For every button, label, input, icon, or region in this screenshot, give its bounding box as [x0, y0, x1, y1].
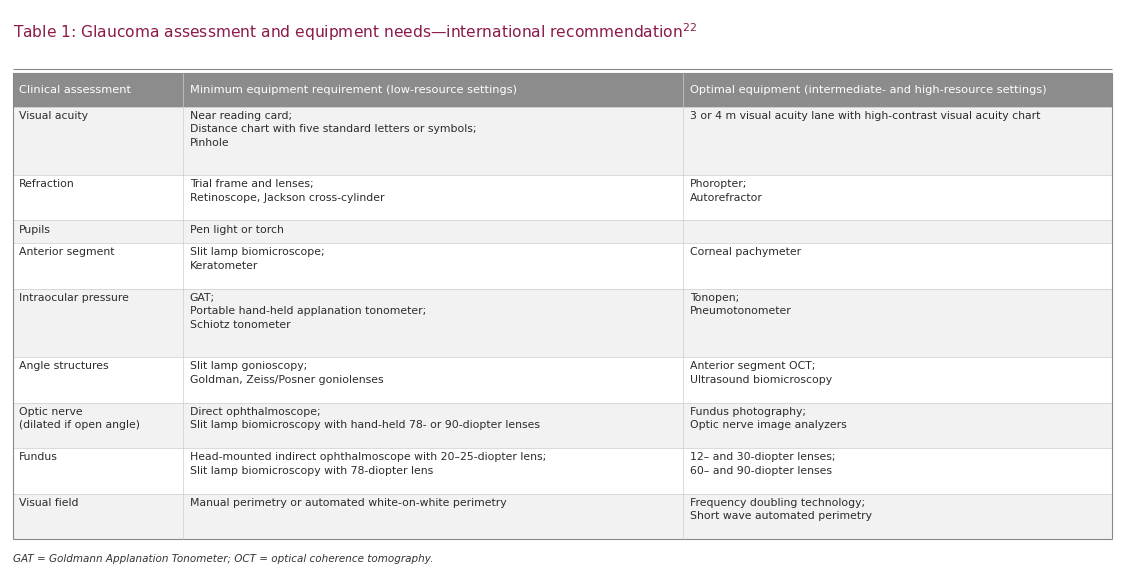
Bar — [13, 73, 1112, 107]
Text: 3 or 4 m visual acuity lane with high-contrast visual acuity chart: 3 or 4 m visual acuity lane with high-co… — [690, 110, 1041, 121]
Bar — [13, 357, 1112, 403]
Text: Fundus photography;
Optic nerve image analyzers: Fundus photography; Optic nerve image an… — [690, 407, 847, 430]
Text: Tonopen;
Pneumotonometer: Tonopen; Pneumotonometer — [690, 293, 791, 316]
Text: Near reading card;
Distance chart with five standard letters or symbols;
Pinhole: Near reading card; Distance chart with f… — [189, 110, 477, 148]
Bar — [13, 448, 1112, 494]
Text: Slit lamp biomicroscope;
Keratometer: Slit lamp biomicroscope; Keratometer — [189, 247, 325, 271]
Bar — [13, 175, 1112, 220]
Text: Pupils: Pupils — [19, 224, 51, 235]
Text: Fundus: Fundus — [19, 452, 58, 462]
Text: Anterior segment: Anterior segment — [19, 247, 115, 257]
Text: Corneal pachymeter: Corneal pachymeter — [690, 247, 801, 257]
Bar — [13, 107, 1112, 175]
Text: Phoropter;
Autorefractor: Phoropter; Autorefractor — [690, 179, 763, 202]
Text: Visual acuity: Visual acuity — [19, 110, 88, 121]
Text: Optimal equipment (intermediate- and high-resource settings): Optimal equipment (intermediate- and hig… — [690, 85, 1047, 95]
Text: Angle structures: Angle structures — [19, 361, 109, 371]
Text: Anterior segment OCT;
Ultrasound biomicroscopy: Anterior segment OCT; Ultrasound biomicr… — [690, 361, 832, 385]
Text: Refraction: Refraction — [19, 179, 75, 189]
Text: 12– and 30-diopter lenses;
60– and 90-diopter lenses: 12– and 30-diopter lenses; 60– and 90-di… — [690, 452, 836, 476]
Text: Direct ophthalmoscope;
Slit lamp biomicroscopy with hand-held 78- or 90-diopter : Direct ophthalmoscope; Slit lamp biomicr… — [189, 407, 539, 430]
Bar — [13, 220, 1112, 243]
Text: Frequency doubling technology;
Short wave automated perimetry: Frequency doubling technology; Short wav… — [690, 498, 872, 521]
Text: GAT = Goldmann Applanation Tonometer; OCT = optical coherence tomography.: GAT = Goldmann Applanation Tonometer; OC… — [13, 554, 433, 564]
Text: Trial frame and lenses;
Retinoscope, Jackson cross-cylinder: Trial frame and lenses; Retinoscope, Jac… — [189, 179, 384, 202]
Bar — [13, 494, 1112, 539]
Text: Manual perimetry or automated white-on-white perimetry: Manual perimetry or automated white-on-w… — [189, 498, 506, 507]
Text: Slit lamp gonioscopy;
Goldman, Zeiss/Posner goniolenses: Slit lamp gonioscopy; Goldman, Zeiss/Pos… — [189, 361, 383, 385]
Text: Clinical assessment: Clinical assessment — [19, 85, 131, 95]
Bar — [13, 289, 1112, 357]
Text: Visual field: Visual field — [19, 498, 79, 507]
Text: Head-mounted indirect ophthalmoscope with 20–25-diopter lens;
Slit lamp biomicro: Head-mounted indirect ophthalmoscope wit… — [189, 452, 546, 476]
Text: Pen light or torch: Pen light or torch — [189, 224, 284, 235]
Text: Intraocular pressure: Intraocular pressure — [19, 293, 129, 303]
Bar — [13, 243, 1112, 289]
Text: GAT;
Portable hand-held applanation tonometer;
Schiotz tonometer: GAT; Portable hand-held applanation tono… — [189, 293, 426, 330]
Text: Table 1: Glaucoma assessment and equipment needs—international recommendation$^{: Table 1: Glaucoma assessment and equipme… — [13, 21, 697, 43]
Text: Optic nerve
(dilated if open angle): Optic nerve (dilated if open angle) — [19, 407, 140, 430]
Bar — [13, 403, 1112, 448]
Text: Minimum equipment requirement (low-resource settings): Minimum equipment requirement (low-resou… — [189, 85, 516, 95]
